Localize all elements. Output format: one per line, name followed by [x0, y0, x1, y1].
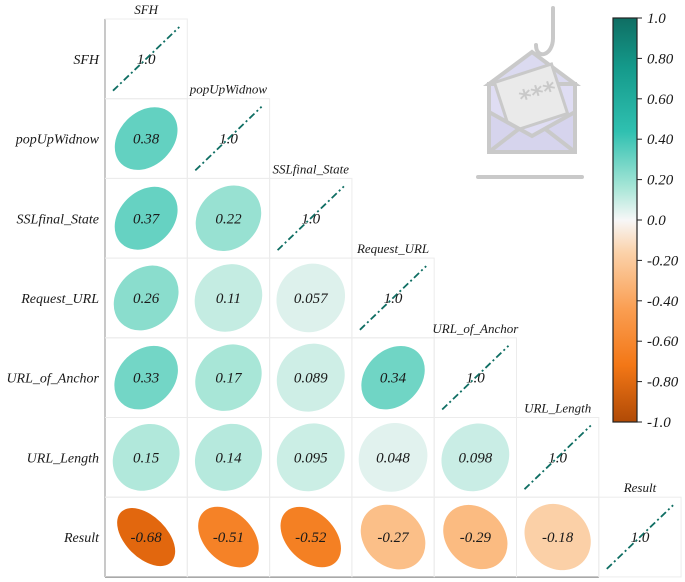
- grid-cell: [598, 496, 682, 578]
- diagonal-line-URL_of_Anchor: [441, 345, 510, 411]
- colorbar-tick-label: -1.0: [647, 415, 671, 431]
- cell-value-Request_URL-Request_URL: 1.0: [384, 291, 403, 307]
- column-label-popUpWidnow: popUpWidnow: [189, 82, 268, 97]
- colorbar-tick-label: -0.20: [647, 253, 679, 269]
- column-label-SSLfinal_State: SSLfinal_State: [272, 161, 349, 176]
- cell-value-Request_URL-popUpWidnow: 0.11: [216, 291, 241, 307]
- cell-value-SFH-SFH: 1.0: [137, 52, 156, 68]
- colorbar-tick-label: 0.0: [647, 213, 666, 229]
- cell-value-URL_Length-Request_URL: 0.048: [376, 450, 410, 466]
- cell-ellipse-Request_URL-SSLfinal_State: [276, 263, 346, 333]
- diagonal-line-URL_Length: [523, 424, 592, 490]
- column-label-Result: Result: [623, 480, 657, 495]
- column-label-URL_Length: URL_Length: [524, 401, 591, 416]
- cell-ellipse-URL_Length-Request_URL: [358, 422, 428, 492]
- cell-ellipse-Result-URL_of_Anchor: [443, 504, 508, 570]
- cell-value-URL_of_Anchor-popUpWidnow: 0.17: [215, 371, 243, 387]
- cell-value-URL_Length-SSLfinal_State: 0.095: [294, 450, 328, 466]
- cell-value-Request_URL-SSLfinal_State: 0.057: [294, 291, 329, 307]
- cell-value-Result-URL_of_Anchor: -0.29: [460, 530, 492, 546]
- colorbar-tick-label: -0.60: [647, 334, 679, 350]
- cell-ellipse-SSLfinal_State-popUpWidnow: [195, 185, 262, 252]
- colorbar-tick-label: 0.80: [647, 51, 674, 67]
- cell-ellipse-URL_Length-SFH: [112, 423, 180, 491]
- diagonal-line-SSLfinal_State: [276, 185, 345, 251]
- cell-value-URL_of_Anchor-URL_of_Anchor: 1.0: [466, 371, 485, 387]
- row-label-Result: Result: [63, 531, 100, 546]
- colorbar-tick-label: -0.80: [647, 375, 679, 391]
- cell-ellipse-Request_URL-popUpWidnow: [194, 264, 263, 332]
- cell-value-URL_Length-URL_of_Anchor: 0.098: [458, 450, 492, 466]
- cell-value-Result-SSLfinal_State: -0.52: [295, 530, 327, 546]
- cell-ellipse-Result-popUpWidnow: [198, 506, 259, 568]
- cell-value-SSLfinal_State-SSLfinal_State: 1.0: [301, 211, 320, 227]
- cell-value-URL_Length-SFH: 0.15: [133, 450, 160, 466]
- cell-value-Request_URL-SFH: 0.26: [133, 291, 160, 307]
- heatmap-cells: 1.0 0.38 1.0 0.37 0.22 1.0 0.26 0.11 0.057 1.0 0.3…: [112, 26, 674, 571]
- cell-value-URL_of_Anchor-SFH: 0.33: [133, 371, 159, 387]
- row-label-popUpWidnow: popUpWidnow: [15, 133, 100, 148]
- cell-ellipse-URL_of_Anchor-Request_URL: [361, 345, 425, 410]
- cell-value-Result-URL_Length: -0.18: [542, 530, 574, 546]
- cell-value-Result-SFH: -0.68: [131, 530, 163, 546]
- cell-value-SSLfinal_State-popUpWidnow: 0.22: [215, 211, 242, 227]
- colorbar-tick-label: 1.0: [647, 11, 666, 27]
- column-labels: SFH popUpWidnow SSLfinal_State Request_URL U…: [134, 2, 656, 495]
- column-label-SFH: SFH: [134, 2, 158, 17]
- cell-value-Result-Request_URL: -0.27: [377, 530, 410, 546]
- column-label-URL_of_Anchor: URL_of_Anchor: [432, 321, 519, 336]
- colorbar-tick-label: 0.40: [647, 132, 674, 148]
- cell-ellipse-Result-SSLfinal_State: [280, 506, 341, 568]
- cell-ellipse-popUpWidnow-SFH: [114, 107, 178, 170]
- colorbar-gradient: [612, 17, 638, 423]
- diagonal-line-Request_URL: [359, 265, 427, 331]
- cell-value-Result-Result: 1.0: [631, 530, 650, 546]
- cell-value-SSLfinal_State-SFH: 0.37: [133, 211, 161, 227]
- diagonal-line-Result: [606, 504, 674, 570]
- cell-ellipse-URL_of_Anchor-SFH: [114, 345, 178, 410]
- cell-value-Result-popUpWidnow: -0.51: [213, 530, 244, 546]
- cell-ellipse-URL_Length-popUpWidnow: [194, 423, 262, 491]
- row-label-SSLfinal_State: SSLfinal_State: [17, 212, 99, 227]
- cell-ellipse-Result-URL_Length: [524, 503, 591, 571]
- cell-value-popUpWidnow-SFH: 0.38: [133, 132, 160, 148]
- colorbar-ticks: 1.0 0.80 0.60 0.40 0.20 0.0 -0.20 -0.40 -0.60 -0.…: [637, 11, 679, 431]
- cell-ellipse-URL_Length-URL_of_Anchor: [441, 423, 510, 492]
- cell-grid: [104, 18, 682, 578]
- cell-ellipse-URL_Length-SSLfinal_State: [276, 423, 345, 492]
- colorbar-tick-label: -0.40: [647, 294, 679, 310]
- colorbar-tick-label: 0.60: [647, 92, 674, 108]
- row-label-URL_Length: URL_Length: [27, 451, 99, 466]
- row-label-SFH: SFH: [73, 53, 100, 68]
- colorbar-tick-label: 0.20: [647, 173, 674, 189]
- cell-value-URL_of_Anchor-SSLfinal_State: 0.089: [294, 371, 328, 387]
- row-label-URL_of_Anchor: URL_of_Anchor: [6, 372, 99, 387]
- column-label-Request_URL: Request_URL: [356, 241, 429, 256]
- cell-ellipse-Request_URL-SFH: [113, 265, 179, 331]
- cell-value-URL_of_Anchor-Request_URL: 0.34: [380, 371, 407, 387]
- diagonal-line-SFH: [112, 26, 180, 92]
- cell-value-URL_Length-URL_Length: 1.0: [548, 450, 567, 466]
- row-labels: SFH popUpWidnow SSLfinal_State Request_URL U…: [6, 53, 100, 546]
- colorbar: 1.0 0.80 0.60 0.40 0.20 0.0 -0.20 -0.40 -0.60 -0.…: [612, 11, 679, 431]
- cell-ellipse-SSLfinal_State-SFH: [114, 186, 178, 250]
- cell-ellipse-URL_of_Anchor-popUpWidnow: [195, 344, 262, 411]
- cell-value-URL_Length-popUpWidnow: 0.14: [215, 450, 242, 466]
- cell-value-popUpWidnow-popUpWidnow: 1.0: [219, 132, 238, 148]
- row-label-Request_URL: Request_URL: [20, 292, 99, 307]
- phishing-email-icon: ***: [476, 6, 584, 179]
- cell-ellipse-Result-SFH: [117, 508, 176, 567]
- cell-ellipse-Result-Request_URL: [360, 504, 426, 570]
- diagonal-line-popUpWidnow: [194, 106, 263, 172]
- cell-ellipse-URL_of_Anchor-SSLfinal_State: [276, 343, 345, 412]
